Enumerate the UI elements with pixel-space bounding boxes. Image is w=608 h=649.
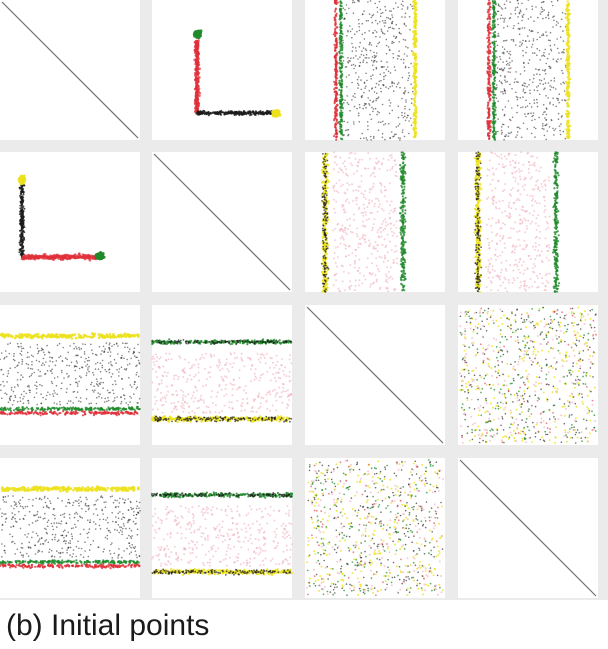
black-center-band	[0, 342, 141, 406]
black-center-band	[342, 0, 414, 141]
green-band	[552, 151, 561, 293]
black-center-band	[495, 0, 567, 141]
red-band	[486, 0, 493, 140]
black-horizontal-arm	[195, 109, 275, 117]
panel-r2-c3	[458, 305, 598, 445]
panel-background	[0, 458, 140, 598]
panel-r0-c1	[152, 0, 292, 140]
panel-r2-c1	[150, 305, 293, 445]
panel-r1-c3	[458, 151, 598, 293]
yellow-end-cluster	[17, 174, 27, 186]
green-band	[491, 0, 498, 141]
green-end-cluster	[94, 251, 106, 261]
panel-r2-c2	[305, 305, 445, 445]
panel-background	[152, 0, 292, 140]
panel-r0-c2	[305, 0, 445, 141]
red-band	[332, 0, 339, 141]
red-vertical-arm	[193, 39, 201, 114]
diagonal-line	[306, 306, 444, 444]
black-band-bottom	[153, 415, 293, 423]
panel-r3-c3	[458, 458, 598, 598]
panel-r3-c0	[0, 458, 141, 598]
yellow-band	[411, 0, 419, 139]
panel-r1-c0	[0, 152, 140, 292]
yellow-band	[0, 485, 140, 493]
panel-r3-c1	[151, 458, 294, 598]
black-band-top	[151, 339, 293, 346]
diagonal-line	[153, 153, 291, 291]
black-points	[459, 306, 597, 444]
panel-background	[305, 0, 445, 140]
pink-points	[459, 308, 597, 444]
green-points	[459, 306, 597, 444]
black-band-top	[151, 491, 292, 498]
panels-group	[0, 0, 598, 598]
panel-background	[458, 305, 598, 445]
black-center-band	[0, 495, 141, 559]
green-band	[338, 0, 345, 141]
yellow-band	[0, 332, 140, 340]
yellow-band	[564, 0, 572, 140]
green-end-cluster	[192, 29, 203, 40]
pink-center-band	[485, 151, 551, 293]
black-band	[320, 152, 330, 293]
panel-background	[152, 305, 292, 445]
pink-center-band	[332, 151, 398, 293]
pink-center-band	[151, 352, 293, 414]
panel-background	[458, 0, 598, 140]
green-band	[0, 405, 141, 412]
green-band	[398, 151, 407, 292]
panel-r0-c3	[458, 0, 598, 141]
black-vertical-arm	[18, 181, 26, 258]
panel-r2-c0	[0, 305, 141, 445]
diagonal-line	[459, 459, 597, 597]
panel-r1-c2	[305, 151, 445, 294]
diagonal-line	[1, 1, 139, 139]
pink-center-band	[151, 505, 293, 567]
green-band	[0, 559, 140, 565]
black-band-bottom	[151, 568, 291, 576]
red-points	[307, 459, 439, 597]
red-points	[461, 307, 597, 443]
panel-r1-c1	[152, 152, 292, 292]
scatterplot-matrix	[0, 0, 608, 600]
panel-r0-c0	[0, 0, 140, 140]
red-horizontal-arm	[20, 252, 102, 262]
red-band	[0, 409, 139, 417]
black-band	[474, 151, 483, 293]
figure-caption: (b) Initial points	[6, 609, 210, 642]
red-band	[0, 563, 141, 570]
yellow-end-cluster	[271, 109, 282, 118]
panel-background	[0, 305, 140, 445]
panel-r3-c2	[305, 458, 445, 598]
